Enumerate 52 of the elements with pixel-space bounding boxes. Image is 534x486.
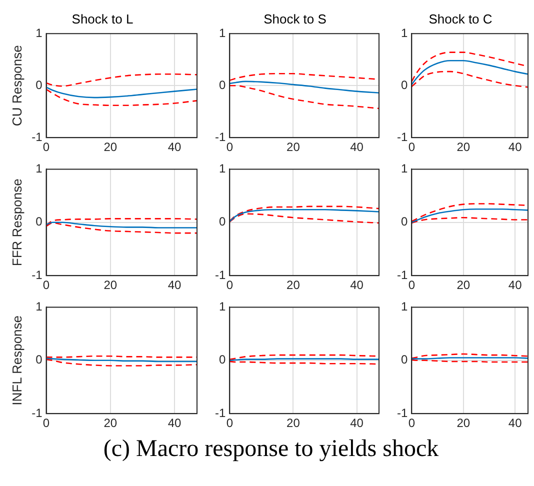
x-tick-label: 40 (168, 416, 182, 430)
x-tick-label: 20 (456, 416, 470, 430)
y-tick-label: 0 (218, 214, 226, 229)
chart-title: Shock to C (428, 11, 492, 26)
y-tick-label: 0 (36, 352, 43, 367)
text: (c) Macro response to yields shock (102, 436, 440, 463)
y-axis-title: FFR Response (9, 178, 24, 266)
y-tick-label: 1 (400, 162, 408, 176)
chart-title: Shock to L (72, 11, 134, 26)
y-tick-label: -1 (32, 268, 43, 282)
x-tick-label: 20 (286, 140, 300, 154)
y-tick-label: -1 (397, 130, 408, 144)
x-tick-label: 40 (350, 140, 364, 154)
x-tick-label: 40 (168, 278, 182, 292)
y-tick-label: 0 (400, 214, 408, 229)
y-tick-label: 1 (218, 162, 226, 176)
y-tick-label: 1 (36, 300, 43, 314)
y-axis-title: CU Response (9, 45, 24, 126)
y-tick-label: -1 (32, 130, 43, 144)
y-tick-label: -1 (397, 406, 408, 420)
y-tick-label: 0 (400, 352, 408, 367)
x-tick-label: 40 (350, 278, 364, 292)
x-tick-label: 20 (456, 140, 470, 154)
y-tick-label: -1 (215, 268, 226, 282)
y-tick-label: 1 (218, 300, 226, 314)
y-tick-label: 1 (400, 300, 408, 314)
y-tick-label: 1 (400, 26, 408, 40)
x-tick-label: 40 (508, 278, 522, 292)
y-tick-label: -1 (215, 130, 226, 144)
x-tick-label: 20 (104, 416, 118, 430)
y-tick-label: 0 (36, 214, 43, 229)
chart-title: Shock to S (264, 11, 327, 26)
y-tick-label: 0 (36, 78, 43, 92)
y-tick-label: 1 (36, 26, 43, 40)
x-tick-label: 20 (456, 278, 470, 292)
y-tick-label: 0 (218, 78, 226, 92)
y-tick-label: 1 (218, 26, 226, 40)
x-tick-label: 40 (168, 140, 182, 154)
x-tick-label: 20 (104, 140, 118, 154)
y-tick-label: 0 (400, 78, 408, 92)
y-tick-label: -1 (397, 268, 408, 282)
x-tick-label: 20 (286, 416, 300, 430)
y-tick-label: -1 (32, 406, 43, 420)
x-tick-label: 20 (104, 278, 118, 292)
x-tick-label: 20 (286, 278, 300, 292)
y-tick-label: 0 (218, 352, 226, 367)
x-tick-label: 40 (508, 140, 522, 154)
x-tick-label: 40 (350, 416, 364, 430)
y-axis-title: INFL Response (9, 315, 24, 406)
x-tick-label: 40 (508, 416, 522, 430)
y-tick-label: -1 (215, 406, 226, 420)
y-tick-label: 1 (36, 162, 43, 176)
